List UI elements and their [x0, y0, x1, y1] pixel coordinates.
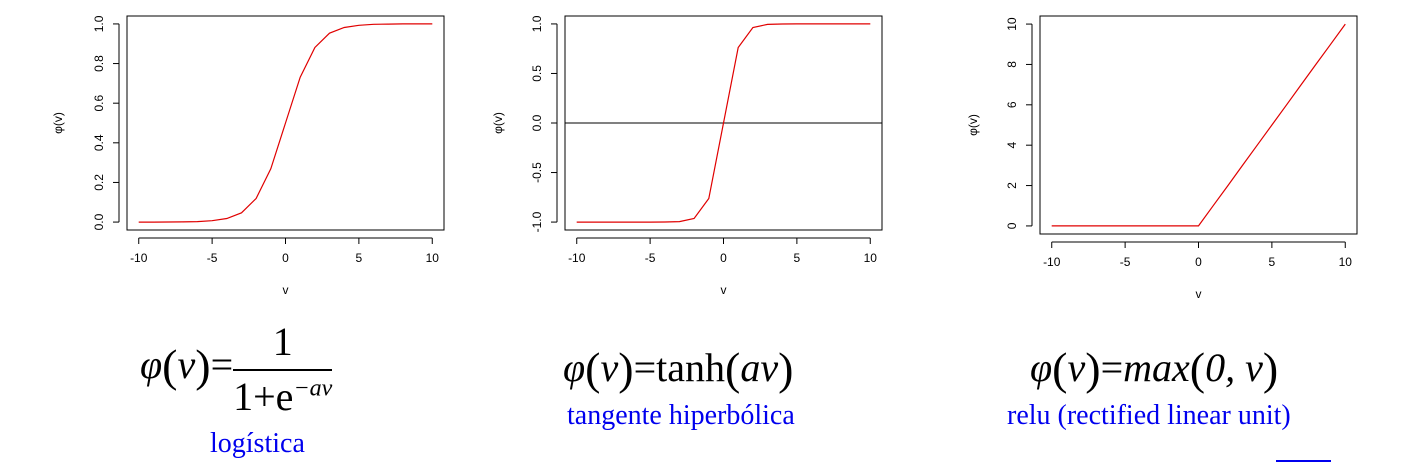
x-tick-label: 5: [356, 251, 363, 265]
formula-relu-arg: 0, v: [1205, 345, 1263, 390]
x-tick-label: -5: [207, 251, 218, 265]
caption-logistic: logística: [210, 428, 305, 459]
y-axis-title: φ(v): [966, 114, 980, 136]
formula-tanh-close: ): [618, 343, 634, 394]
formula-tanh-func: tanh: [656, 345, 725, 390]
decorative-underline: [1276, 460, 1331, 462]
x-axis-title: v: [1196, 287, 1202, 301]
y-tick-label: 2: [1005, 182, 1019, 189]
caption-tanh: tangente hiperbólica: [567, 400, 795, 431]
formula-relu-equals: =: [1100, 345, 1124, 390]
y-tick-label: 10: [1005, 17, 1019, 31]
y-tick-label: 0.8: [92, 55, 106, 72]
formula-logistic-phi: φ: [140, 342, 163, 388]
y-tick-label: 6: [1005, 101, 1019, 108]
formula-relu: φ(v)=max(0, v): [1030, 342, 1278, 395]
x-axis-title: v: [283, 283, 289, 297]
formula-relu-arg-open: (: [1189, 343, 1206, 394]
plot-frame: [1039, 15, 1358, 235]
formula-relu-close: ): [1085, 343, 1101, 394]
x-tick-label: -5: [645, 251, 656, 265]
y-tick-label: 0.0: [92, 213, 106, 230]
y-tick-label: 0: [1005, 222, 1019, 229]
formula-logistic-numerator: 1: [233, 318, 333, 371]
x-tick-label: -5: [1120, 255, 1131, 269]
formula-logistic-denominator: 1+e−av: [233, 371, 332, 420]
y-tick-label: 0.0: [530, 114, 544, 131]
series-line: [138, 23, 433, 223]
formula-logistic-exponent: −av: [293, 375, 333, 402]
formula-tanh-phi: φ: [563, 345, 586, 390]
x-axis-title: v: [721, 283, 727, 297]
chart-1: -10 -5 0 5 10 -1.0 -0.5 0.0 0.5 1.0 v φ(v): [491, 15, 883, 297]
formula-logistic-open: (: [162, 340, 178, 392]
y-tick-label: 1.0: [530, 15, 544, 32]
charts-canvas: -10 -5 0 5 10 0.0 0.2 0.4 0.6 0.8 1.0 v φ(v) -10 -5 0 5 1…: [51, 15, 1358, 301]
y-tick-label: 0.2: [92, 174, 106, 191]
formula-logistic: φ(v)= 1 1+e−av: [140, 318, 333, 420]
x-tick-label: -10: [130, 251, 148, 265]
y-axis-title: φ(v): [491, 112, 505, 134]
formula-logistic-close: ): [195, 340, 211, 392]
formula-logistic-fraction: 1 1+e−av: [233, 318, 333, 420]
formula-relu-func: max: [1123, 345, 1190, 390]
formula-relu-arg-close: ): [1262, 343, 1279, 394]
formula-relu-var: v: [1067, 345, 1086, 390]
x-tick-label: 0: [1195, 255, 1202, 269]
y-tick-label: 8: [1005, 61, 1019, 68]
y-tick-label: 1.0: [92, 15, 106, 32]
formula-tanh-arg-open: (: [725, 343, 741, 394]
x-tick-label: 10: [864, 251, 878, 265]
formula-tanh-arg: av: [740, 345, 779, 390]
formula-logistic-denominator-base: 1+e: [233, 374, 294, 419]
formula-tanh-equals: =: [633, 345, 657, 390]
formula-relu-open: (: [1052, 343, 1068, 394]
formula-tanh-var: v: [600, 345, 619, 390]
y-tick-label: 0.5: [530, 65, 544, 82]
series-line: [1051, 23, 1346, 227]
formula-logistic-equals: =: [210, 342, 234, 388]
x-tick-label: -10: [568, 251, 586, 265]
x-tick-label: 0: [720, 251, 727, 265]
y-tick-label: 0.4: [92, 134, 106, 151]
caption-relu: relu (rectified linear unit): [1007, 400, 1291, 431]
series-line: [576, 23, 871, 223]
formula-tanh: φ(v)=tanh(av): [563, 342, 793, 395]
x-tick-label: -10: [1043, 255, 1061, 269]
x-tick-label: 5: [1269, 255, 1276, 269]
formula-tanh-open: (: [585, 343, 601, 394]
y-tick-label: -1.0: [530, 211, 544, 232]
x-tick-label: 10: [1339, 255, 1353, 269]
formula-logistic-var: v: [177, 342, 196, 388]
y-axis-title: φ(v): [51, 112, 65, 134]
y-tick-label: 4: [1005, 142, 1019, 149]
plot-frame: [126, 15, 445, 231]
formula-tanh-arg-close: ): [778, 343, 794, 394]
formula-relu-phi: φ: [1030, 345, 1053, 390]
x-tick-label: 10: [426, 251, 440, 265]
chart-2: -10 -5 0 5 10 0 2 4 6 8 10 v φ(v): [966, 15, 1358, 301]
x-tick-label: 5: [794, 251, 801, 265]
y-tick-label: 0.6: [92, 95, 106, 112]
y-tick-label: -0.5: [530, 162, 544, 183]
x-tick-label: 0: [282, 251, 289, 265]
chart-0: -10 -5 0 5 10 0.0 0.2 0.4 0.6 0.8 1.0 v φ(v): [51, 15, 445, 297]
